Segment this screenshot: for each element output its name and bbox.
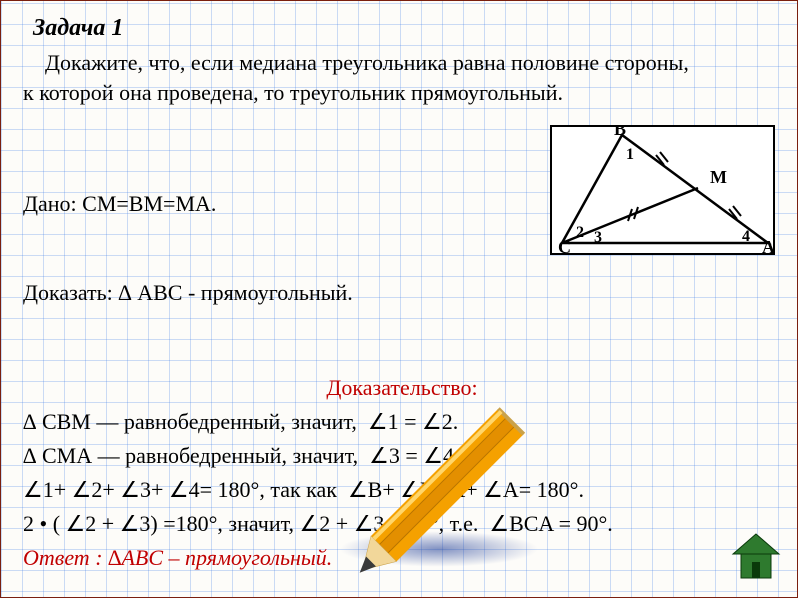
label-A: A [762,237,775,255]
home-icon [729,532,783,582]
angle-2: 2 [576,224,584,241]
answer-line: Ответ : ∆ABC – прямоугольный. [23,545,781,571]
angle-1: 1 [626,146,634,163]
statement-line-1: Докажите, что, если медиана треугольника… [23,48,781,78]
angle-3: 3 [594,229,602,246]
label-M: M [710,167,727,187]
given-line-1: Дано: СМ=ВМ=МА. [23,189,353,219]
content-area: Задача 1 Докажите, что, если медиана тре… [1,1,797,581]
proof-heading: Доказательство: [23,375,781,401]
proof-line-2: ∆ СМА — равнобедренный, значит, ∠3 = ∠4. [23,439,781,473]
proof-line-1: ∆ СВМ — равнобедренный, значит, ∠1 = ∠2. [23,405,781,439]
proof-line-4: 2 • ( ∠2 + ∠3) =180°, значит, ∠2 + ∠3 = … [23,507,781,541]
statement-line-2: к которой она проведена, то треугольник … [23,78,781,108]
proof-body: ∆ СВМ — равнобедренный, значит, ∠1 = ∠2.… [23,405,781,541]
task-title: Задача 1 [33,15,781,42]
given-block: Дано: СМ=ВМ=МА. Доказать: ∆ АВС - прямоу… [23,129,353,367]
label-B: B [614,125,626,139]
given-and-figure-row: Дано: СМ=ВМ=МА. Доказать: ∆ АВС - прямоу… [23,123,781,367]
label-C: C [558,237,571,255]
triangle-figure: B M C A 1 2 3 4 [550,125,775,260]
angle-4: 4 [742,228,750,245]
given-line-2: Доказать: ∆ АВС - прямоугольный. [23,278,353,308]
proof-line-3: ∠1+ ∠2+ ∠3+ ∠4= 180°, так как ∠B+ ∠BCA+ … [23,473,781,507]
home-button[interactable] [729,532,783,587]
slide-frame: Задача 1 Докажите, что, если медиана тре… [0,0,798,598]
problem-statement: Докажите, что, если медиана треугольника… [23,48,781,107]
